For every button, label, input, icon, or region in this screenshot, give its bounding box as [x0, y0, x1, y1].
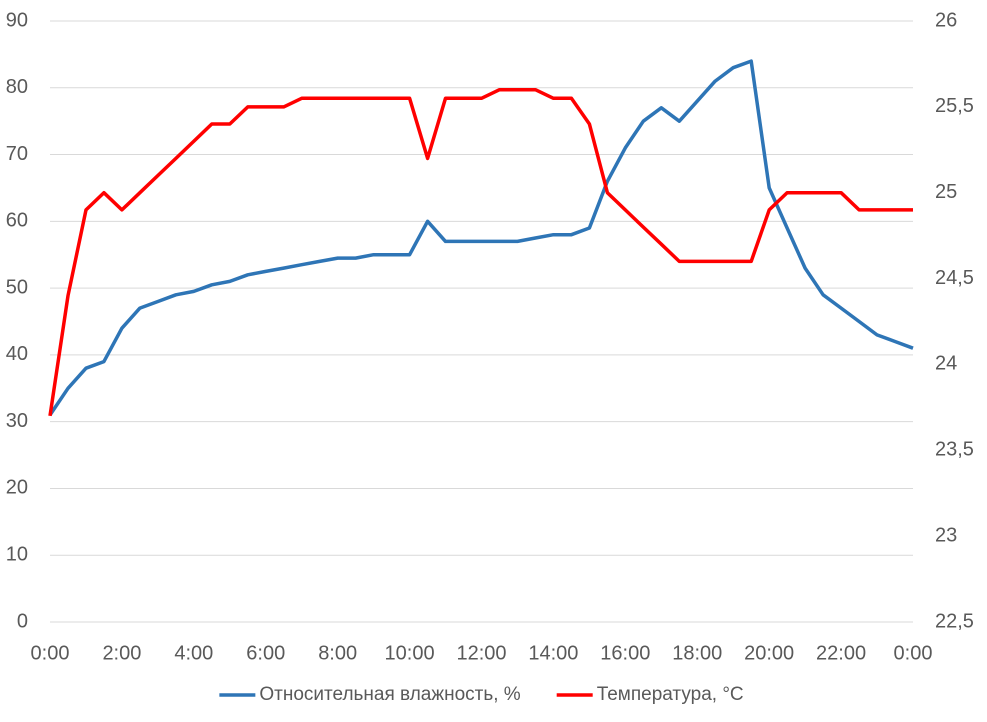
x-tick-label: 22:00 [816, 642, 866, 664]
y2-tick-label: 22,5 [935, 610, 974, 632]
x-tick-label: 6:00 [246, 642, 285, 664]
x-tick-label: 14:00 [528, 642, 578, 664]
y-tick-label: 40 [6, 343, 28, 365]
y-tick-label: 0 [17, 610, 28, 632]
x-tick-label: 12:00 [456, 642, 506, 664]
y2-tick-label: 26 [935, 9, 957, 31]
x-tick-label: 16:00 [600, 642, 650, 664]
x-tick-label: 20:00 [744, 642, 794, 664]
y2-tick-label: 23,5 [935, 439, 974, 461]
x-tick-label: 4:00 [174, 642, 213, 664]
x-tick-label: 10:00 [385, 642, 435, 664]
x-tick-label: 18:00 [672, 642, 722, 664]
y-tick-label: 60 [6, 210, 28, 232]
y-tick-label: 80 [6, 76, 28, 98]
data-line [48, 87, 913, 417]
y-tick-label: 50 [6, 276, 28, 298]
y-tick-label: 30 [6, 410, 28, 432]
y-tick-label: 20 [6, 477, 28, 499]
y-tick-label: 90 [6, 9, 28, 31]
y-tick-label: 10 [6, 544, 28, 566]
x-tick-label: 0:00 [894, 642, 933, 664]
y2-tick-label: 25 [935, 181, 957, 203]
y2-tick-label: 24,5 [935, 267, 974, 289]
legend-label: Относительная влажность, % [259, 684, 520, 705]
y2-tick-label: 24 [935, 353, 957, 375]
data-line [48, 59, 914, 416]
x-tick-label: 8:00 [318, 642, 357, 664]
y2-tick-label: 25,5 [935, 95, 974, 117]
legend-label: Температура, °C [597, 684, 744, 705]
x-tick-label: 2:00 [102, 642, 141, 664]
y2-tick-label: 23 [935, 524, 957, 546]
y-tick-label: 70 [6, 143, 28, 165]
x-tick-label: 0:00 [31, 642, 70, 664]
